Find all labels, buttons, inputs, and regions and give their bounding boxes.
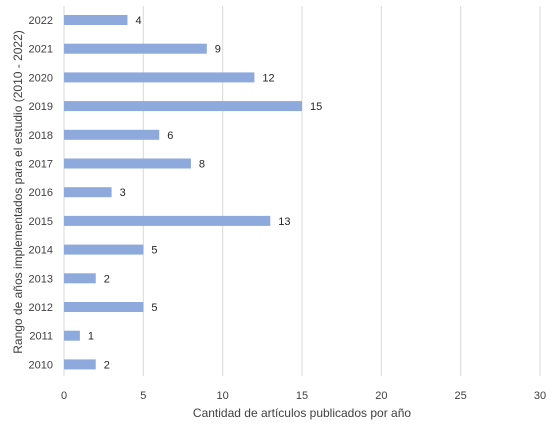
data-label-2017: 8 [199,159,205,171]
y-tick-label-2018: 2018 [29,130,53,142]
bar-2020 [64,72,255,83]
y-tick-label-2011: 2011 [29,331,53,343]
y-tick-label-2013: 2013 [29,273,53,285]
y-axis-tick-labels: 2022 2021 2020 2019 2018 2017 2016 2015 2014 2013… [29,15,53,371]
bar-2017 [64,158,191,169]
y-tick-label-2015: 2015 [29,216,53,228]
gridlines [63,6,541,376]
bar-2022 [64,15,128,25]
data-label-2014: 5 [151,245,157,257]
bar-2015 [64,215,271,226]
x-tick-label: 5 [140,390,146,402]
x-tick-label: 15 [296,390,308,402]
data-label-2016: 3 [120,187,126,199]
bar-2016 [64,187,112,198]
bar-2018 [64,129,160,140]
y-tick-label-2020: 2020 [29,72,53,84]
y-tick-label-2021: 2021 [29,44,53,56]
x-tick-label: 30 [534,390,546,402]
y-tick-label-2017: 2017 [29,159,53,171]
y-tick-label-2022: 2022 [29,15,53,27]
data-label-2010: 2 [104,359,110,371]
x-tick-label: 0 [61,390,67,402]
bar-2012 [64,302,144,312]
x-tick-label: 10 [217,390,229,402]
y-tick-label-2010: 2010 [29,359,53,371]
y-tick-label-2016: 2016 [29,187,53,199]
bar-2011 [64,330,80,341]
x-axis-title: Cantidad de artículos publicados por año [193,406,411,420]
y-tick-label-2019: 2019 [29,101,53,113]
data-label-2020: 12 [262,72,274,84]
bar-2014 [64,244,144,255]
data-label-2018: 6 [167,130,173,142]
data-label-2012: 5 [151,302,157,314]
data-label-2013: 2 [104,273,110,285]
y-axis-title: Rango de años implementados para el estu… [11,30,25,354]
data-label-2015: 13 [278,216,290,228]
bar-2013 [64,273,96,284]
data-label-2021: 9 [215,44,221,56]
bar-2021 [64,43,207,54]
x-tick-label: 20 [375,390,387,402]
y-tick-label-2012: 2012 [29,302,53,314]
x-tick-label: 25 [455,390,467,402]
bar-2019 [64,101,302,112]
bars [64,15,302,370]
y-tick-label-2014: 2014 [29,245,53,257]
data-label-2022: 4 [135,15,141,27]
bar-2010 [64,359,96,370]
data-label-2019: 15 [310,101,322,113]
x-axis-tick-labels: 0 5 10 15 20 25 30 [61,390,546,402]
data-label-2011: 1 [88,331,94,343]
